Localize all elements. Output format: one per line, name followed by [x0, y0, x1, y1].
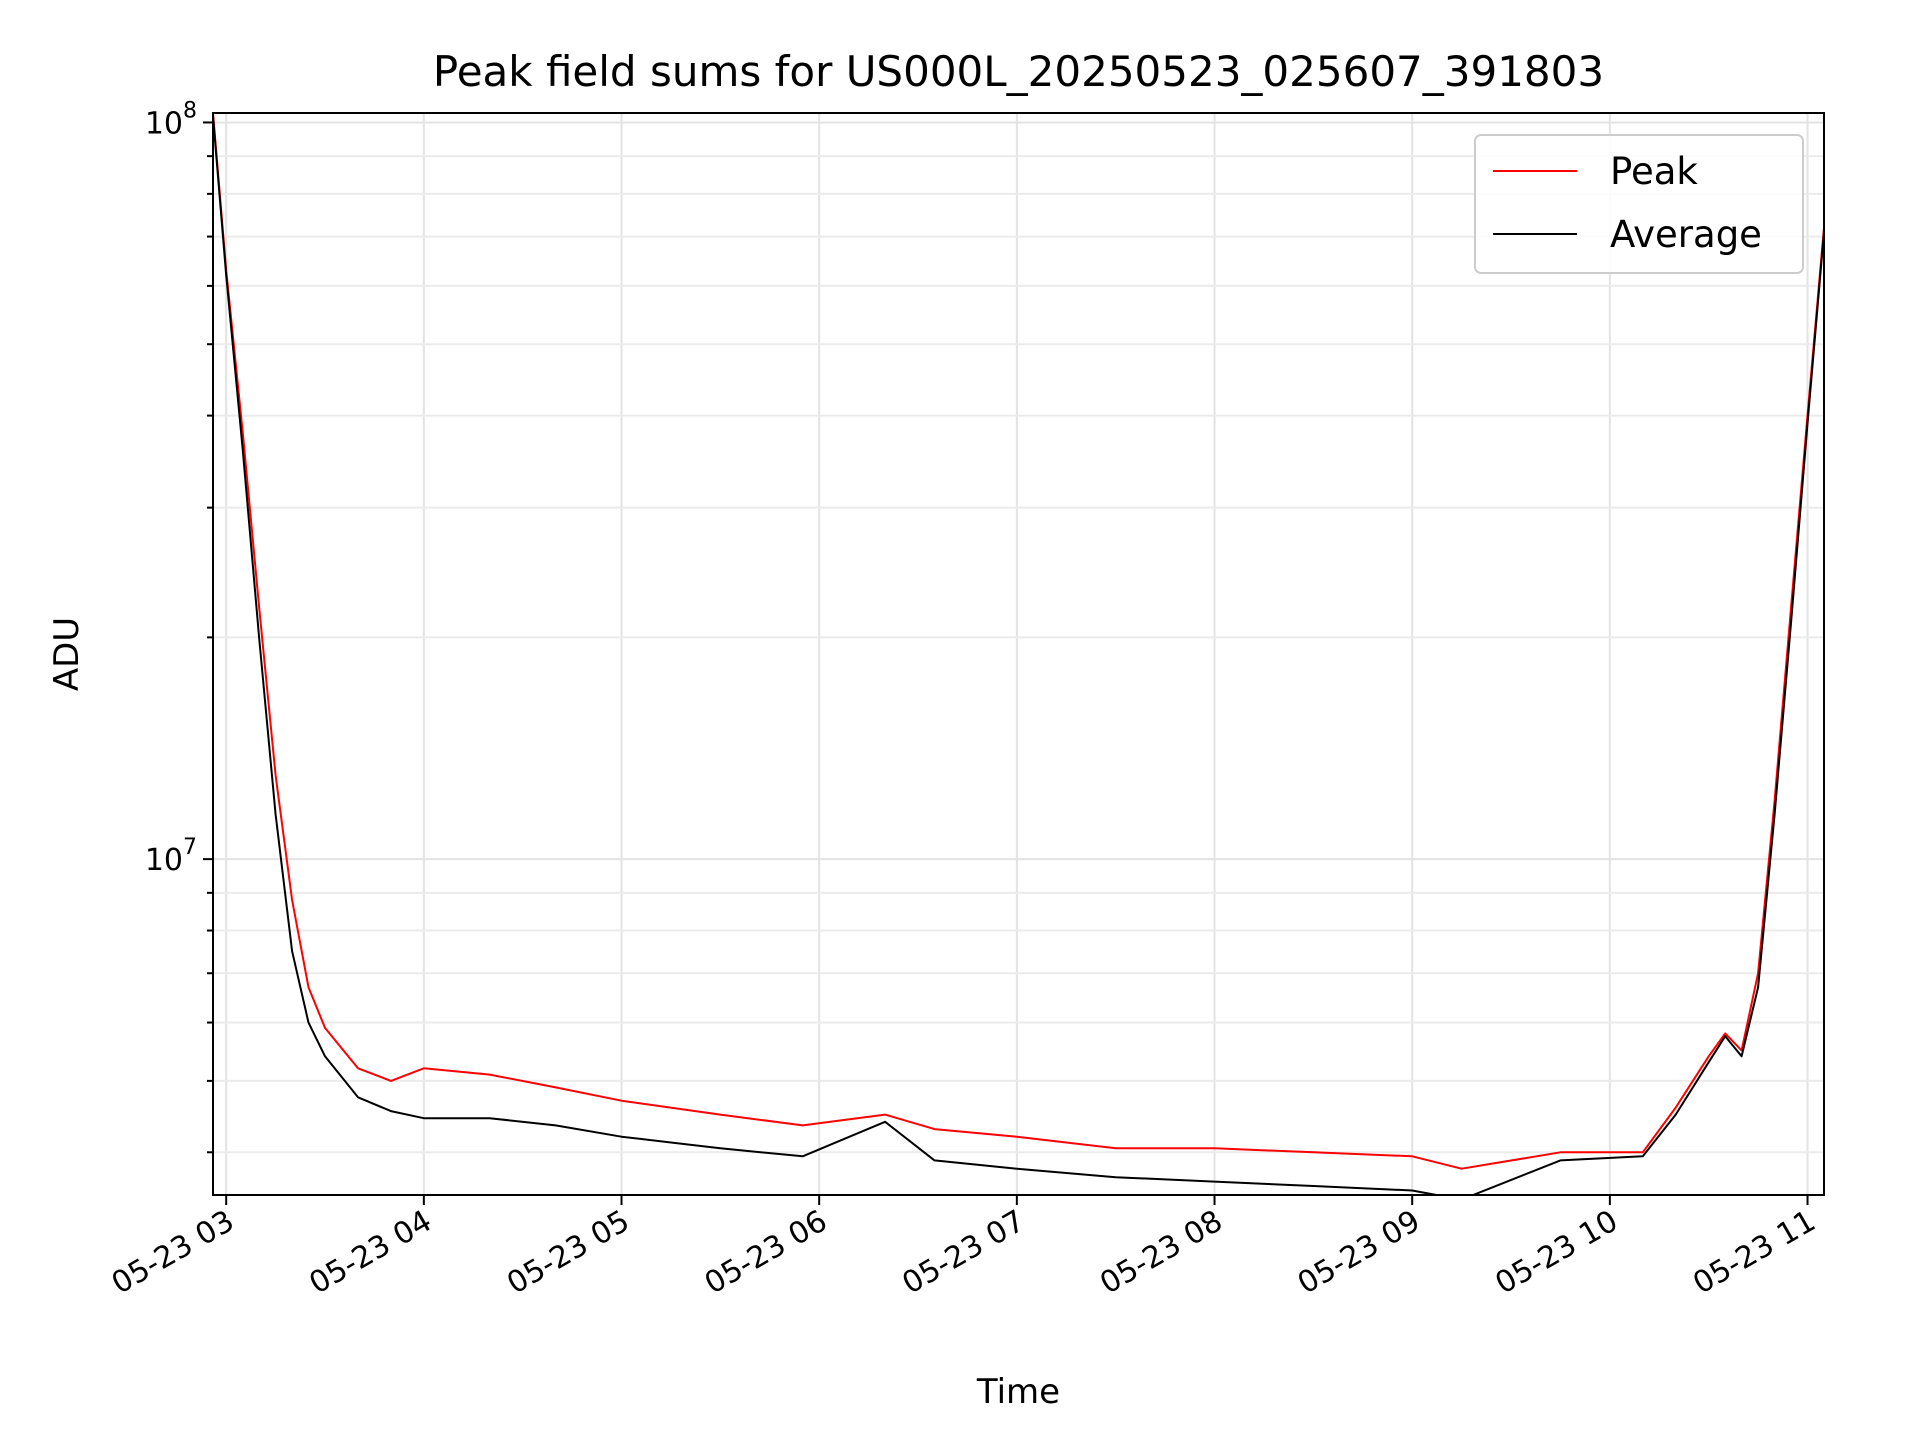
series-line-peak	[213, 113, 1824, 1170]
legend-label-average: Average	[1610, 213, 1762, 256]
legend-label-peak: Peak	[1610, 150, 1698, 193]
y-tick-exponent: 8	[183, 98, 197, 123]
y-tick-exponent: 7	[183, 835, 197, 860]
y-tick-label: 108	[145, 98, 197, 141]
series-line-average	[213, 116, 1824, 1195]
y-tick-mantissa: 10	[145, 106, 183, 141]
x-axis-label: Time	[976, 1372, 1060, 1412]
legend: Peak Average	[1474, 134, 1804, 274]
legend-box	[1474, 134, 1804, 274]
grid-lines	[213, 113, 1824, 1195]
y-axis-label: ADU	[47, 617, 87, 691]
y-tick-label: 107	[145, 835, 197, 878]
plot-frame	[212, 112, 1825, 1196]
y-tick-mantissa: 10	[145, 843, 183, 878]
series-layer	[213, 113, 1824, 1195]
chart-title: Peak field sums for US000L_20250523_0256…	[433, 47, 1604, 96]
